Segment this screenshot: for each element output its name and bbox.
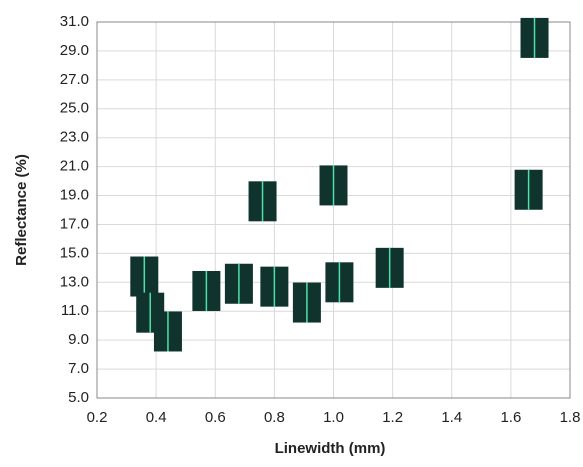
point — [319, 165, 348, 206]
x-axis-label: Linewidth (mm) — [275, 440, 386, 457]
y-tick-label: 5.0 — [68, 389, 89, 406]
y-tick-label: 11.0 — [61, 302, 89, 319]
y-tick-label: 9.0 — [68, 331, 89, 348]
x-tick-label: 1.4 — [441, 409, 462, 426]
point — [224, 263, 253, 304]
y-tick-label: 15.0 — [60, 244, 89, 261]
x-tick-label: 1.8 — [560, 409, 581, 426]
point — [375, 247, 404, 288]
y-tick-label: 29.0 — [60, 42, 89, 59]
x-tick-label: 0.4 — [146, 409, 167, 426]
y-axis-label: Reflectance (%) — [13, 154, 30, 266]
point — [325, 262, 354, 303]
plot-border — [96, 21, 571, 399]
x-tick-label: 0.6 — [205, 409, 226, 426]
point — [520, 17, 549, 58]
x-tick-label: 0.8 — [264, 409, 285, 426]
y-tick-label: 23.0 — [60, 129, 89, 146]
point — [514, 169, 543, 210]
y-tick-label: 25.0 — [60, 100, 89, 117]
y-tick-label: 7.0 — [68, 360, 89, 377]
point — [292, 282, 321, 323]
x-tick-label: 0.2 — [87, 409, 108, 426]
point — [130, 256, 159, 297]
point — [260, 266, 289, 307]
y-tick-label: 13.0 — [60, 273, 89, 290]
y-tick-label: 21.0 — [60, 158, 89, 175]
point — [248, 181, 277, 222]
point — [153, 311, 182, 352]
y-tick-label: 19.0 — [60, 187, 89, 204]
x-tick-label: 1.6 — [500, 409, 521, 426]
y-tick-label: 17.0 — [60, 215, 89, 232]
y-tick-label: 31.0 — [60, 13, 89, 30]
y-tick-label: 27.0 — [60, 71, 89, 88]
point — [192, 270, 221, 311]
x-tick-label: 1.0 — [323, 409, 344, 426]
x-tick-label: 1.2 — [382, 409, 403, 426]
